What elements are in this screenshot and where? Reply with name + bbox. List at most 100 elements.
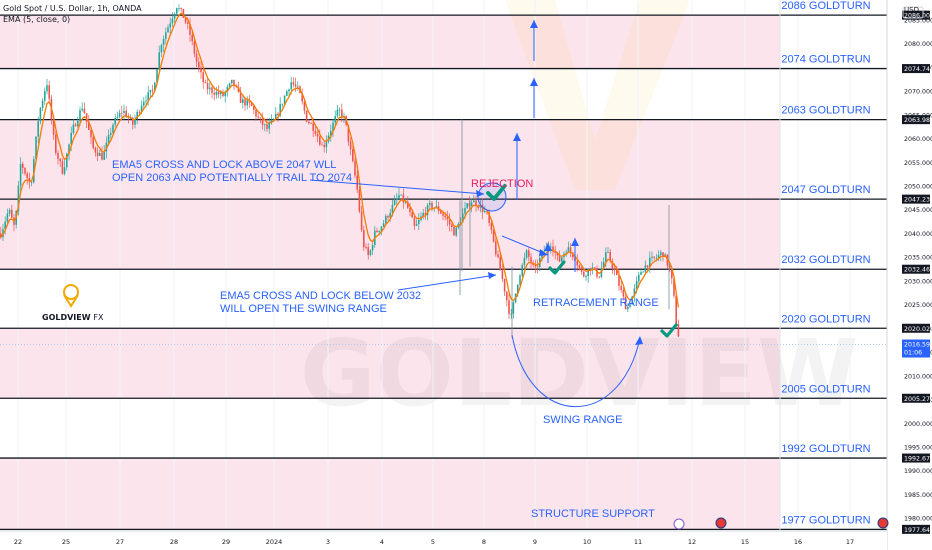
x-tick-label: 10 — [583, 538, 591, 546]
candle-body — [365, 247, 367, 248]
x-tick-label: 29 — [222, 538, 230, 546]
candle-body — [358, 189, 361, 212]
symbol-title: Gold Spot / U.S. Dollar, 1h, OANDA — [3, 4, 142, 13]
candle-body — [508, 300, 510, 314]
level-label: 2032 GOLDTURN — [781, 254, 870, 266]
candle-body — [325, 141, 328, 148]
watermark-logo-mark — [505, 0, 690, 190]
candle-body — [105, 142, 108, 152]
candle-body — [398, 195, 400, 199]
up-arrow-icon — [530, 78, 538, 86]
annotation-ema5-below: EMA5 CROSS AND LOCK BELOW 2032 WILL OPEN… — [220, 290, 421, 316]
candle-body — [400, 194, 402, 196]
candle-body — [228, 83, 231, 87]
candle-body — [158, 52, 160, 70]
candle-body — [572, 252, 574, 258]
candle-body — [255, 109, 257, 117]
annotation-swing-range: SWING RANGE — [543, 414, 622, 427]
candle-body — [215, 91, 218, 95]
candle-body — [635, 281, 638, 289]
candle-body — [473, 200, 475, 203]
x-tick-label: 9 — [533, 538, 537, 546]
currency-label: USD — [904, 6, 919, 14]
swing-range-arc — [511, 334, 641, 407]
candle-body — [543, 251, 545, 253]
candle-body — [266, 124, 268, 129]
candle-body — [352, 149, 354, 162]
candle-body — [646, 265, 649, 268]
candle-body — [200, 67, 202, 73]
candle-body — [314, 130, 317, 134]
candle-body — [378, 230, 380, 233]
candle-body — [490, 222, 493, 230]
level-price-tag-bg — [902, 393, 930, 403]
candle-body — [387, 216, 389, 218]
candle-body — [154, 82, 156, 91]
candle-body — [585, 276, 587, 277]
candle-body — [418, 220, 420, 225]
candle-body — [94, 147, 97, 153]
candle-body — [556, 253, 559, 256]
candle-body — [198, 61, 200, 68]
candle-body — [470, 202, 473, 207]
candle-body — [81, 108, 83, 111]
candle-body — [52, 119, 55, 135]
candle-body — [303, 101, 306, 111]
candle-body — [332, 122, 334, 131]
candle-body — [459, 222, 462, 224]
candle-body — [79, 110, 81, 121]
candle-body — [341, 109, 343, 118]
candle-body — [558, 255, 561, 262]
annotation-line: SWING RANGE — [543, 414, 623, 426]
candle-body — [464, 208, 466, 214]
candle-body — [180, 8, 182, 9]
candle-body — [242, 99, 244, 104]
x-tick-label: 3 — [326, 538, 330, 546]
arrowhead-icon — [539, 249, 548, 256]
candle-body — [488, 212, 490, 223]
candle-body — [607, 251, 609, 253]
annotation-line: EMA5 CROSS AND LOCK BELOW 2032 — [220, 290, 422, 302]
level-price-tag-bg — [902, 323, 930, 333]
candle-body — [41, 100, 44, 109]
indicator-legend[interactable]: EMA (5, close, 0) — [3, 15, 71, 24]
candle-body — [673, 278, 675, 296]
candle-body — [173, 13, 176, 19]
countdown-label: 01:06 — [904, 350, 922, 357]
candle-body — [448, 219, 451, 225]
logo-icon — [63, 284, 79, 300]
candle-body — [644, 265, 647, 272]
zone-band — [0, 119, 780, 200]
candle-body — [145, 100, 147, 102]
candle-body — [675, 295, 677, 325]
y-tick-label: 2040.000 — [904, 231, 932, 238]
candle-body — [578, 265, 581, 268]
candle-body — [169, 23, 171, 28]
candle-body — [657, 255, 660, 258]
candle-body — [391, 204, 394, 214]
annotation-retracement: RETRACEMENT RANGE — [533, 297, 659, 310]
x-tick-label: 2024 — [266, 538, 283, 546]
candle-body — [422, 213, 424, 217]
candle-body — [363, 230, 365, 248]
candle-body — [184, 17, 187, 23]
candle-body — [486, 211, 488, 213]
x-tick-label: 4 — [380, 538, 384, 546]
candle-body — [466, 203, 468, 209]
annotation-line: RETRACEMENT RANGE — [533, 297, 659, 309]
candle-body — [11, 209, 13, 218]
candle-body — [475, 200, 477, 207]
level-price-tag: 2063.982 — [904, 117, 932, 124]
level-label: 2005 GOLDTURN — [781, 383, 870, 395]
y-tick-label: 1990.000 — [904, 468, 932, 475]
x-tick-label: 15 — [741, 538, 749, 546]
candle-body — [112, 124, 114, 133]
candle-body — [611, 261, 614, 269]
candle-body — [48, 85, 50, 99]
us-flag-event-icon — [877, 517, 889, 529]
candle-body — [620, 285, 622, 290]
candle-body — [655, 257, 658, 259]
candle-body — [116, 116, 119, 118]
candle-body — [107, 134, 110, 143]
